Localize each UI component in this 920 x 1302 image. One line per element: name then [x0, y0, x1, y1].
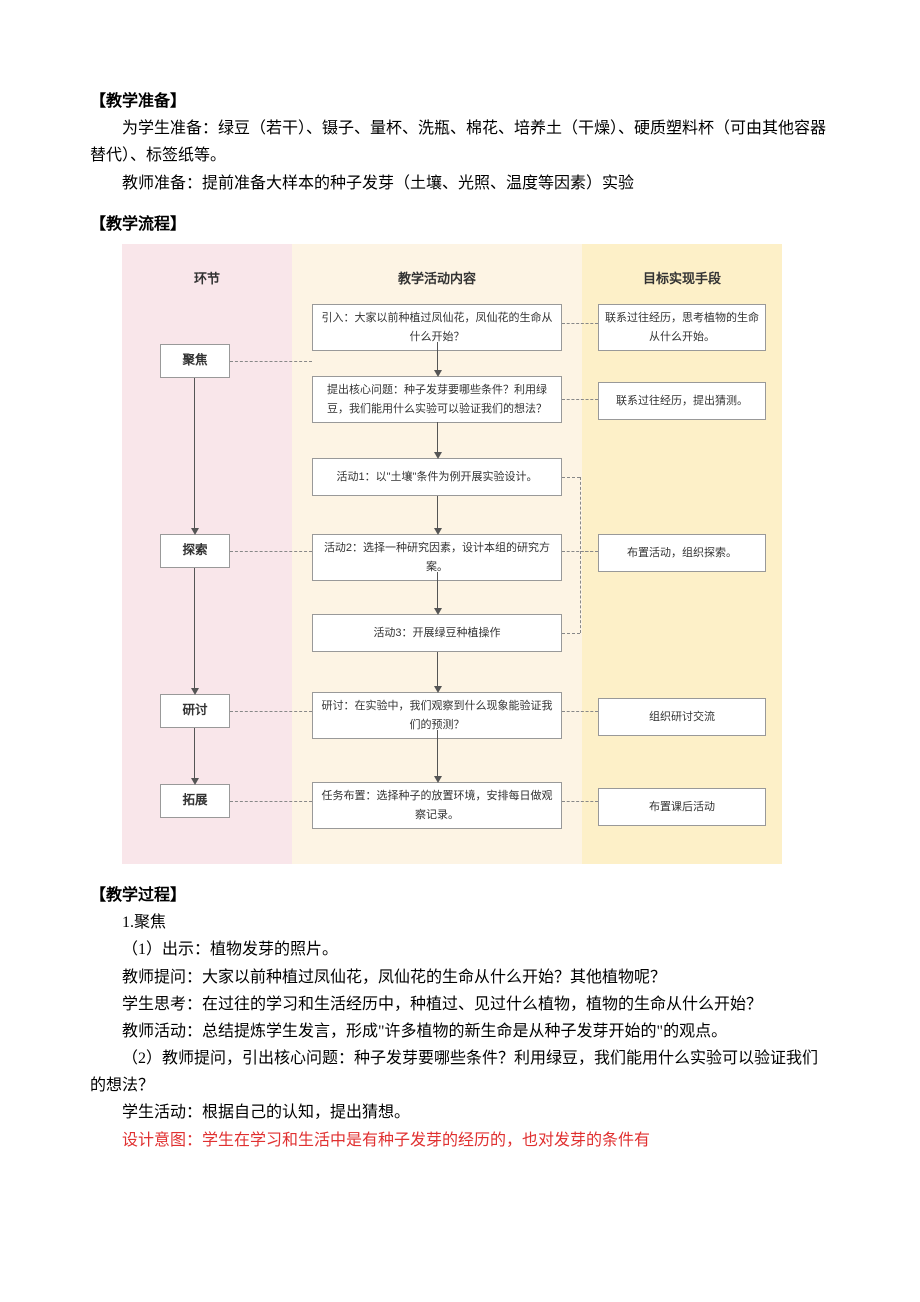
process-p7-design-intent: 设计意图：学生在学习和生活中是有种子发芽的经历的，也对发芽的条件有: [90, 1127, 830, 1154]
means-node-2: 联系过往经历，提出猜测。: [598, 382, 766, 420]
means-node-1: 联系过往经历，思考植物的生命从什么开始。: [598, 304, 766, 351]
dash-mid-right-1: [562, 323, 598, 324]
flowchart-container: 环节 教学活动内容 目标实现手段 聚焦 探索 研讨 拓展 引入：大家以前种植过凤…: [122, 244, 782, 864]
flowchart-header-activity: 教学活动内容: [292, 268, 582, 290]
prep-line-2: 教师准备：提前准备大样本的种子发芽（土壤、光照、温度等因素）实验: [90, 170, 830, 197]
mid-arrow-line-6: [437, 730, 438, 776]
heading-process: 【教学过程】: [90, 882, 830, 909]
mid-arrow-line-2: [437, 422, 438, 452]
mid-arrow-head-1: [434, 370, 442, 377]
mid-arrow-line-5: [437, 652, 438, 686]
stage-arrow-head-3: [191, 778, 199, 785]
dash-stage-mid-1: [230, 361, 312, 362]
process-focus-title: 1.聚焦: [90, 909, 830, 936]
stage-node-discuss: 研讨: [160, 694, 230, 728]
process-p2: 教师提问：大家以前种植过凤仙花，凤仙花的生命从什么开始？其他植物呢？: [90, 964, 830, 991]
mid-arrow-head-3: [434, 528, 442, 535]
dash-stage-mid-2: [230, 551, 312, 552]
mid-arrow-head-4: [434, 608, 442, 615]
mid-arrow-line-3: [437, 496, 438, 528]
process-p5: （2）教师提问，引出核心问题：种子发芽要哪些条件？利用绿豆，我们能用什么实验可以…: [90, 1045, 830, 1099]
process-p1: （1）出示：植物发芽的照片。: [90, 936, 830, 963]
dash-bracket-h-top: [562, 477, 580, 478]
dash-mid-right-2: [562, 399, 598, 400]
heading-prep: 【教学准备】: [90, 88, 830, 115]
means-node-5: 布置课后活动: [598, 788, 766, 826]
process-p3: 学生思考：在过往的学习和生活经历中，种植过、见过什么植物，植物的生命从什么开始？: [90, 991, 830, 1018]
dash-stage-mid-4: [230, 801, 312, 802]
stage-arrow-line-2: [194, 568, 195, 688]
mid-arrow-line-1: [437, 342, 438, 370]
stage-arrow-head-2: [191, 688, 199, 695]
stage-arrow-line-3: [194, 728, 195, 778]
flowchart: 环节 教学活动内容 目标实现手段 聚焦 探索 研讨 拓展 引入：大家以前种植过凤…: [122, 244, 782, 864]
dash-bracket-v: [580, 477, 581, 633]
dash-bracket-h-bot: [562, 633, 580, 634]
process-p4: 教师活动：总结提炼学生发言，形成"许多植物的新生命是从种子发芽开始的"的观点。: [90, 1018, 830, 1045]
stage-node-focus: 聚焦: [160, 344, 230, 378]
means-node-4: 组织研讨交流: [598, 698, 766, 736]
mid-arrow-head-2: [434, 452, 442, 459]
dash-mid-right-4: [562, 711, 598, 712]
stage-node-extend: 拓展: [160, 784, 230, 818]
flowchart-header-stage: 环节: [122, 268, 292, 290]
activity-node-7: 任务布置：选择种子的放置环境，安排每日做观察记录。: [312, 782, 562, 829]
means-node-3: 布置活动，组织探索。: [598, 534, 766, 572]
activity-node-5: 活动3：开展绿豆种植操作: [312, 614, 562, 652]
dash-stage-mid-3: [230, 711, 312, 712]
heading-flow: 【教学流程】: [90, 211, 830, 238]
flowchart-header-means: 目标实现手段: [582, 268, 782, 290]
activity-node-3: 活动1：以"土壤"条件为例开展实验设计。: [312, 458, 562, 496]
dash-mid-right-5: [562, 801, 598, 802]
prep-line-1: 为学生准备：绿豆（若干）、镊子、量杯、洗瓶、棉花、培养土（干燥）、硬质塑料杯（可…: [90, 115, 830, 169]
mid-arrow-line-4: [437, 572, 438, 608]
activity-node-2: 提出核心问题：种子发芽要哪些条件？利用绿豆，我们能用什么实验可以验证我们的想法？: [312, 376, 562, 423]
dash-bracket-h-mid: [580, 551, 598, 552]
stage-arrow-head-1: [191, 528, 199, 535]
mid-arrow-head-6: [434, 776, 442, 783]
stage-arrow-line-1: [194, 378, 195, 528]
mid-arrow-head-5: [434, 686, 442, 693]
stage-node-explore: 探索: [160, 534, 230, 568]
process-p6: 学生活动：根据自己的认知，提出猜想。: [90, 1099, 830, 1126]
